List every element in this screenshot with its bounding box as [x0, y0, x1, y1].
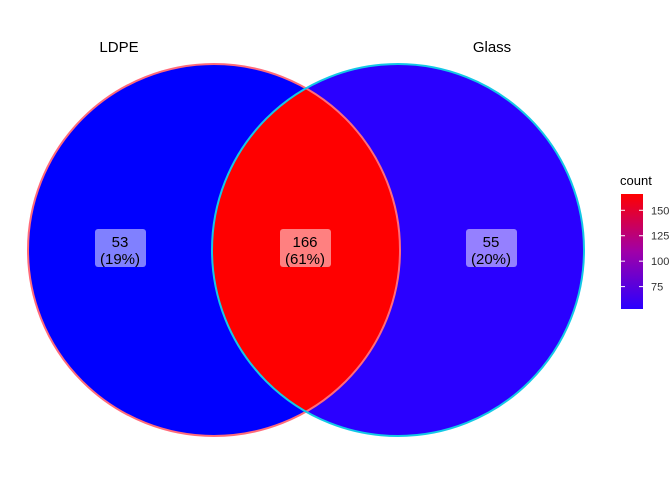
legend-tick-label: 125 — [651, 231, 669, 243]
legend-ticks: 150 125 100 75 — [621, 205, 669, 294]
region-intersection — [212, 64, 400, 436]
label-ldpe-only-count: 53 — [112, 234, 129, 251]
label-ldpe-only-percent: (19%) — [100, 251, 140, 268]
label-intersection-percent: (61%) — [285, 251, 325, 268]
legend-colorbar — [621, 194, 643, 309]
label-glass-only: 55 (20%) — [466, 229, 517, 268]
label-glass-only-percent: (20%) — [471, 251, 511, 268]
label-intersection: 166 (61%) — [280, 229, 331, 268]
ldpe-circle-outline — [27, 63, 401, 437]
label-intersection-count: 166 — [292, 234, 317, 251]
label-glass-only-count: 55 — [483, 234, 500, 251]
set-label-glass: Glass — [473, 39, 511, 56]
legend-tick-label: 150 — [651, 205, 669, 217]
label-ldpe-only: 53 (19%) — [95, 229, 146, 268]
legend-tick-label: 100 — [651, 256, 669, 268]
legend: count 150 125 100 75 — [620, 173, 669, 309]
legend-title: count — [620, 173, 652, 188]
glass-circle-outline — [211, 63, 585, 437]
legend-tick-label: 75 — [651, 282, 663, 294]
set-label-ldpe: LDPE — [99, 39, 138, 56]
